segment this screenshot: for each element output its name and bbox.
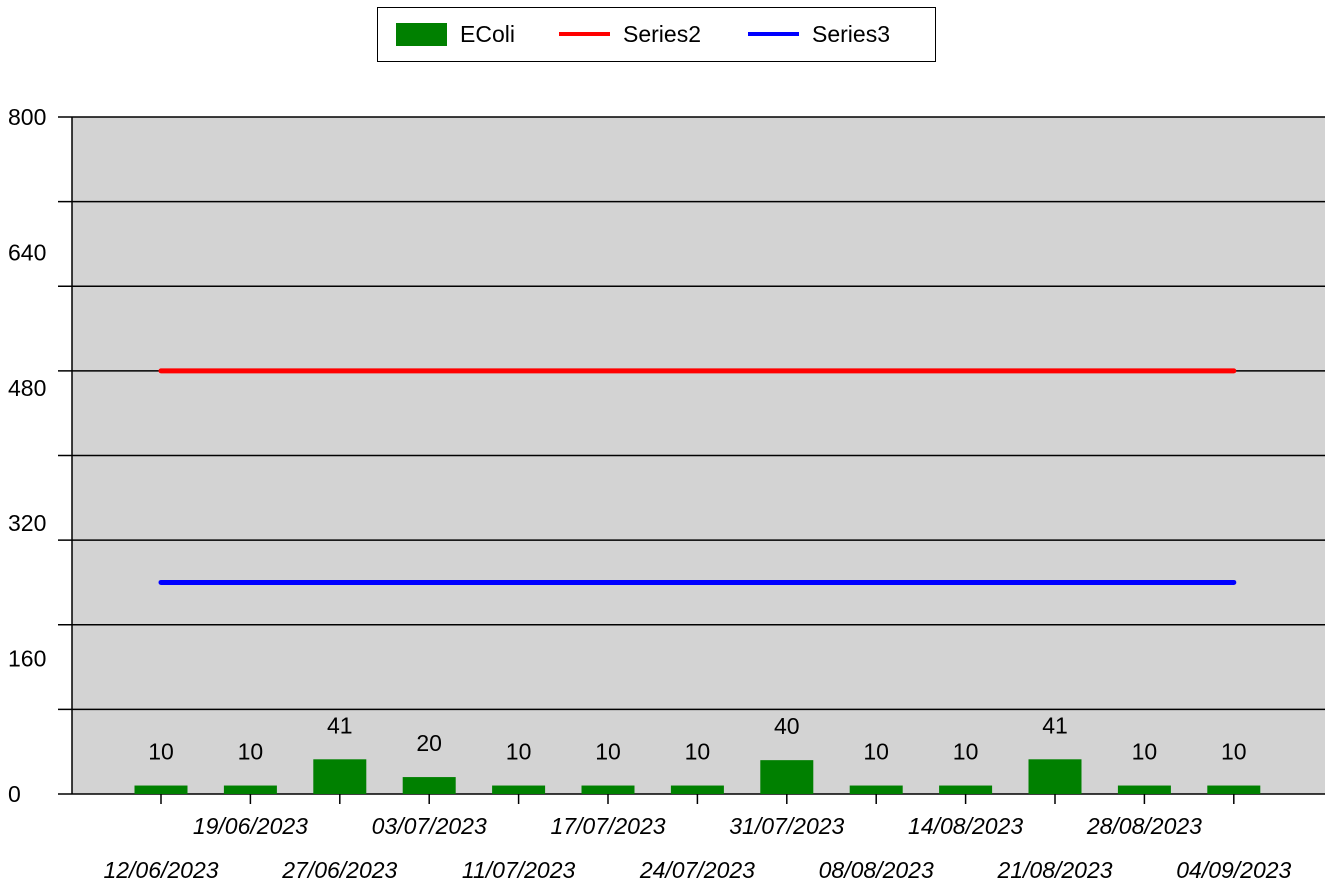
legend-item-ecoli: EColi bbox=[396, 8, 515, 60]
bar bbox=[313, 759, 367, 794]
x-tick-label: 17/07/2023 bbox=[550, 813, 665, 839]
bar bbox=[1117, 785, 1171, 794]
x-tick-label: 27/06/2023 bbox=[281, 857, 397, 883]
x-tick-label: 08/08/2023 bbox=[819, 857, 934, 883]
data-label: 10 bbox=[595, 739, 621, 765]
legend-item-series3: Series3 bbox=[748, 8, 890, 60]
x-tick-label: 12/06/2023 bbox=[103, 857, 218, 883]
x-tick-label: 28/08/2023 bbox=[1086, 813, 1202, 839]
data-label: 10 bbox=[1221, 739, 1247, 765]
data-label: 10 bbox=[685, 739, 711, 765]
y-tick-label: 320 bbox=[8, 510, 46, 536]
y-tick-label: 640 bbox=[8, 239, 46, 265]
bar bbox=[581, 785, 635, 794]
y-tick-label: 480 bbox=[8, 375, 46, 401]
bar bbox=[670, 785, 724, 794]
bar bbox=[1028, 759, 1082, 794]
x-tick-label: 24/07/2023 bbox=[639, 857, 755, 883]
data-label: 41 bbox=[327, 712, 353, 738]
bar bbox=[939, 785, 993, 794]
data-label: 10 bbox=[506, 739, 532, 765]
legend-swatch-series2 bbox=[559, 32, 610, 36]
bar bbox=[492, 785, 546, 794]
legend-label-series3: Series3 bbox=[812, 20, 890, 47]
legend-item-series2: Series2 bbox=[559, 8, 701, 60]
y-tick-label: 0 bbox=[8, 781, 21, 807]
bar bbox=[402, 777, 456, 794]
x-tick-label: 04/09/2023 bbox=[1176, 857, 1291, 883]
legend-label-series2: Series2 bbox=[623, 20, 701, 47]
x-tick-label: 31/07/2023 bbox=[729, 813, 844, 839]
x-tick-label: 19/06/2023 bbox=[193, 813, 308, 839]
x-tick-label: 03/07/2023 bbox=[372, 813, 487, 839]
bar bbox=[134, 785, 188, 794]
data-label: 10 bbox=[953, 739, 979, 765]
data-label: 10 bbox=[1132, 739, 1158, 765]
data-label: 40 bbox=[774, 713, 800, 739]
bar bbox=[223, 785, 277, 794]
data-label: 10 bbox=[863, 739, 889, 765]
legend-swatch-series3 bbox=[748, 32, 799, 36]
x-tick-label: 11/07/2023 bbox=[462, 857, 576, 883]
y-tick-label: 800 bbox=[8, 104, 46, 130]
x-tick-label: 14/08/2023 bbox=[908, 813, 1023, 839]
data-label: 10 bbox=[238, 739, 264, 765]
legend-label-ecoli: EColi bbox=[460, 20, 515, 47]
bar bbox=[1207, 785, 1261, 794]
data-label: 10 bbox=[148, 739, 174, 765]
bar bbox=[849, 785, 903, 794]
legend: EColi Series2 Series3 bbox=[377, 7, 936, 62]
legend-swatch-ecoli bbox=[396, 22, 447, 46]
data-label: 41 bbox=[1042, 712, 1068, 738]
bar bbox=[760, 760, 814, 794]
data-label: 20 bbox=[416, 730, 442, 756]
x-tick-label: 21/08/2023 bbox=[996, 857, 1112, 883]
y-tick-label: 160 bbox=[8, 646, 46, 672]
